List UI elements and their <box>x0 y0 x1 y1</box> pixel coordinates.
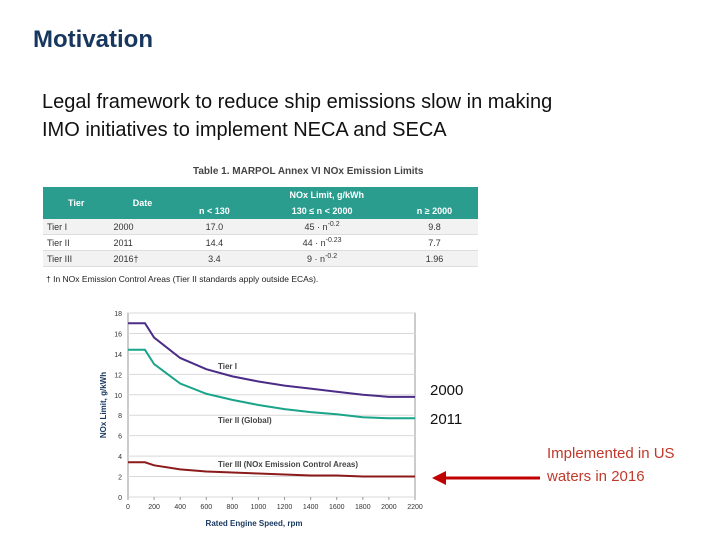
y-tick-label: 12 <box>114 372 122 379</box>
table-cell: 9 · n-0.2 <box>253 250 391 267</box>
table-cell: 45 · n-0.2 <box>253 219 391 235</box>
series-line <box>128 461 415 478</box>
table-cell: Tier III <box>43 250 110 267</box>
y-tick-label: 16 <box>114 331 122 338</box>
y-tick-label: 0 <box>118 495 122 502</box>
header-cell: n ≥ 2000 <box>390 203 478 219</box>
series-line <box>128 322 415 398</box>
exponent: -0.2 <box>327 221 340 228</box>
series-label: Tier III (NOx Emission Control Areas) <box>218 460 358 469</box>
y-tick-label: 2 <box>118 475 122 482</box>
annotation: 2000 <box>430 382 464 399</box>
table-cell: 1.96 <box>390 250 478 267</box>
x-tick-label: 0 <box>126 504 130 511</box>
table-caption: Table 1. MARPOL Annex VI NOx Emission Li… <box>193 166 424 177</box>
body-line: Legal framework to reduce ship emissions… <box>42 91 553 113</box>
table-cell: 17.0 <box>175 219 254 235</box>
table-row: Tier I 2000 17.0 45 · n-0.2 9.8 <box>43 219 478 235</box>
formula: 9 · n <box>307 254 326 264</box>
y-tick-label: 18 <box>114 311 122 318</box>
series-label: Tier II (Global) <box>218 416 272 425</box>
formula: 45 · n <box>304 222 328 232</box>
plot-frame <box>127 312 416 498</box>
x-tick-label: 200 <box>148 504 160 511</box>
table-row: Tier III 2016† 3.4 9 · n-0.2 1.96 <box>43 250 478 267</box>
x-tick-label: 400 <box>174 504 186 511</box>
header-cell: NOx Limit, g/kWh <box>175 187 478 203</box>
table-cell: 2011 <box>109 234 176 251</box>
table-cell: 9.8 <box>390 219 478 235</box>
table-cell: 3.4 <box>175 250 254 267</box>
body-line: IMO initiatives to implement NECA and SE… <box>42 119 447 141</box>
x-tick-label: 1400 <box>303 504 319 511</box>
x-tick-label: 1000 <box>251 504 267 511</box>
x-tick-label: 800 <box>227 504 239 511</box>
x-axis-label: Rated Engine Speed, rpm <box>206 519 303 528</box>
x-tick-label: 600 <box>200 504 212 511</box>
y-tick-label: 4 <box>118 454 122 461</box>
header-cell: Date <box>109 187 176 219</box>
table-cell: 14.4 <box>175 234 254 251</box>
exponent: -0.23 <box>325 237 342 244</box>
emission-table: Table 1. MARPOL Annex VI NOx Emission Li… <box>43 163 478 287</box>
y-tick-label: 14 <box>114 352 122 359</box>
y-tick-label: 10 <box>114 393 122 400</box>
table-row: Tier II 2011 14.4 44 · n-0.23 7.7 <box>43 234 478 251</box>
series-label: Tier I <box>218 362 237 371</box>
y-axis-label: NOx Limit, g/kWh <box>99 372 108 438</box>
table-cell: Tier II <box>43 234 110 251</box>
annotation: waters in 2016 <box>547 468 645 485</box>
header-cell: n < 130 <box>175 203 254 219</box>
series-line <box>128 348 415 420</box>
table-cell: 2016† <box>109 250 176 267</box>
x-tick-label: 2200 <box>407 504 423 511</box>
header-cell: 130 ≤ n < 2000 <box>253 203 391 219</box>
annotation: 2011 <box>430 411 463 428</box>
exponent: -0.2 <box>325 253 338 260</box>
annotation: Implemented in US <box>547 445 675 462</box>
table: Tier Date NOx Limit, g/kWh n < 130 130 ≤… <box>43 187 478 267</box>
header-cell: Tier <box>43 187 110 219</box>
x-tick-label: 1800 <box>355 504 371 511</box>
table-cell: 44 · n-0.23 <box>253 234 391 251</box>
x-tick-label: 2000 <box>381 504 397 511</box>
formula: 44 · n <box>302 238 326 248</box>
arrow-head <box>432 471 446 485</box>
slide-title: Motivation <box>33 26 153 53</box>
table-footnote: † In NOx Emission Control Areas (Tier II… <box>46 274 319 284</box>
table-body: Tier I 2000 17.0 45 · n-0.2 9.8 Tier II 2011 14… <box>43 219 478 267</box>
table-cell: Tier I <box>43 219 110 235</box>
y-tick-label: 6 <box>118 434 122 441</box>
x-tick-label: 1200 <box>277 504 293 511</box>
y-tick-label: 8 <box>118 413 122 420</box>
table-cell: 2000 <box>109 219 176 235</box>
table-cell: 7.7 <box>390 234 478 251</box>
x-tick-label: 1600 <box>329 504 345 511</box>
